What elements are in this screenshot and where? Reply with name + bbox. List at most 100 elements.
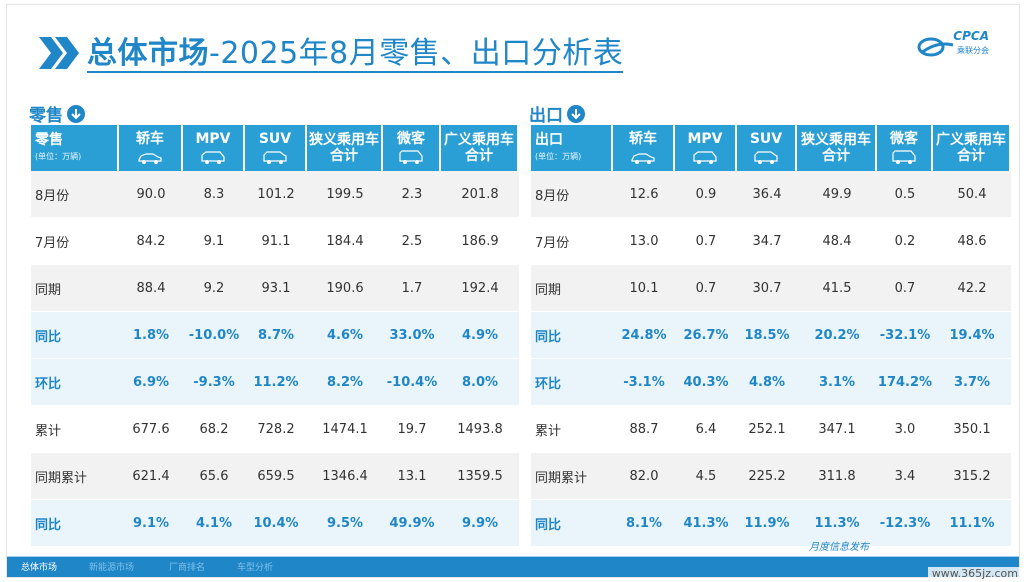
export-column-header: 轿车: [613, 125, 675, 171]
table-cell: 4.1%: [183, 500, 245, 547]
table-cell: 0.2: [877, 218, 933, 265]
footer-tab-models[interactable]: 车型分析: [237, 563, 274, 573]
row-label: 同期累计: [531, 453, 613, 500]
watermark: www.365jz.com: [927, 567, 1022, 580]
table-cell: 8.1%: [613, 500, 675, 547]
table-cell: -32.1%: [877, 312, 933, 359]
sedan-icon: [119, 149, 181, 165]
table-cell: 0.7: [877, 265, 933, 312]
table-cell: 40.3%: [675, 359, 737, 406]
table-cell: 41.5: [797, 265, 877, 312]
table-row: 同比 24.8% 26.7% 18.5% 20.2% -32.1% 19.4%: [531, 312, 1011, 359]
table-cell: 34.7: [737, 218, 797, 265]
table-cell: 48.4: [797, 218, 877, 265]
column-label: MPV: [195, 131, 231, 147]
suv-icon: [245, 149, 305, 165]
retail-column-header: 微客: [383, 125, 441, 171]
table-cell: 88.7: [613, 406, 675, 453]
footer-tab-nev[interactable]: 新能源市场: [89, 563, 135, 573]
row-label: 环比: [31, 359, 119, 406]
column-label: 微客: [397, 131, 425, 147]
table-cell: 199.5: [307, 171, 383, 218]
table-cell: -12.3%: [877, 500, 933, 547]
column-label: 广义乘用车合计: [936, 132, 1006, 164]
export-section-label: 出口: [529, 101, 585, 126]
minivan-icon: [877, 149, 931, 165]
table-cell: 36.4: [737, 171, 797, 218]
column-label: 轿车: [136, 131, 164, 147]
table-cell: -9.3%: [183, 359, 245, 406]
retail-column-header: 广义乘用车合计: [441, 125, 519, 171]
table-cell: 93.1: [245, 265, 307, 312]
cpca-logo-icon: [917, 37, 954, 57]
logo-text: CPCA: [953, 29, 989, 43]
column-label: 轿车: [629, 131, 657, 147]
table-row: 8月份 90.0 8.3 101.2 199.5 2.3 201.8: [31, 171, 519, 218]
table-cell: 2.5: [383, 218, 441, 265]
table-cell: 728.2: [245, 406, 307, 453]
table-cell: 10.1: [613, 265, 675, 312]
table-cell: 9.2: [183, 265, 245, 312]
table-cell: 3.4: [877, 453, 933, 500]
table-cell: 13.1: [383, 453, 441, 500]
table-row: 同期累计 82.0 4.5 225.2 311.8 3.4 315.2: [531, 453, 1011, 500]
table-cell: 11.1%: [933, 500, 1011, 547]
footer-divider: [7, 556, 1019, 557]
table-cell: 49.9: [797, 171, 877, 218]
arrow-down-icon: [567, 104, 585, 123]
table-cell: 174.2%: [877, 359, 933, 406]
row-label: 同期: [31, 265, 119, 312]
table-row: 同期累计 621.4 65.6 659.5 1346.4 13.1 1359.5: [31, 453, 519, 500]
unit-label: (单位：万辆): [35, 151, 82, 161]
page-title: 总体市场-2025年8月零售、出口分析表: [87, 35, 624, 73]
table-cell: 49.9%: [383, 500, 441, 547]
table-cell: 42.2: [933, 265, 1011, 312]
table-cell: 6.9%: [119, 359, 183, 406]
row-label: 同期: [531, 265, 613, 312]
table-cell: 1359.5: [441, 453, 519, 500]
table-cell: 4.6%: [307, 312, 383, 359]
table-cell: 84.2: [119, 218, 183, 265]
table-cell: 0.9: [675, 171, 737, 218]
table-row: 7月份 13.0 0.7 34.7 48.4 0.2 48.6: [531, 218, 1011, 265]
table-cell: 347.1: [797, 406, 877, 453]
export-column-header: 广义乘用车合计: [933, 125, 1011, 171]
table-cell: 8.0%: [441, 359, 519, 406]
table-cell: 1474.1: [307, 406, 383, 453]
footer-tab-overall[interactable]: 总体市场: [21, 563, 58, 573]
retail-column-header: 狭义乘用车合计: [307, 125, 383, 171]
table-cell: 8.7%: [245, 312, 307, 359]
table-cell: 1493.8: [441, 406, 519, 453]
table-cell: 82.0: [613, 453, 675, 500]
export-column-header: 微客: [877, 125, 933, 171]
table-cell: 192.4: [441, 265, 519, 312]
row-label: 7月份: [31, 218, 119, 265]
table-row: 累计 677.6 68.2 728.2 1474.1 19.7 1493.8: [31, 406, 519, 453]
table-cell: 9.5%: [307, 500, 383, 547]
table-cell: 48.6: [933, 218, 1011, 265]
retail-column-header: 轿车: [119, 125, 183, 171]
column-label: 狭义乘用车合计: [801, 132, 871, 164]
table-cell: 26.7%: [675, 312, 737, 359]
table-row: 同比 8.1% 41.3% 11.9% 11.3% -12.3% 11.1%: [531, 500, 1011, 547]
unit-label: (单位：万辆): [535, 151, 582, 161]
table-cell: 33.0%: [383, 312, 441, 359]
column-label: SUV: [258, 131, 292, 147]
table-row: 同比 1.8% -10.0% 8.7% 4.6% 33.0% 4.9%: [31, 312, 519, 359]
sedan-icon: [613, 149, 673, 165]
table-cell: 8.2%: [307, 359, 383, 406]
table-cell: 0.7: [675, 218, 737, 265]
table-cell: 68.2: [183, 406, 245, 453]
page-title-bold: 总体市场: [87, 36, 209, 73]
footer-tab-ranking[interactable]: 厂商排名: [169, 563, 206, 573]
row-label: 同比: [31, 312, 119, 359]
table-cell: 11.9%: [737, 500, 797, 547]
table-cell: 225.2: [737, 453, 797, 500]
column-label: 狭义乘用车合计: [309, 132, 379, 164]
row-label: 同比: [31, 500, 119, 547]
row-label: 7月份: [531, 218, 613, 265]
table-cell: 11.3%: [797, 500, 877, 547]
table-cell: 8.3: [183, 171, 245, 218]
table-cell: 18.5%: [737, 312, 797, 359]
row-label: 环比: [531, 359, 613, 406]
